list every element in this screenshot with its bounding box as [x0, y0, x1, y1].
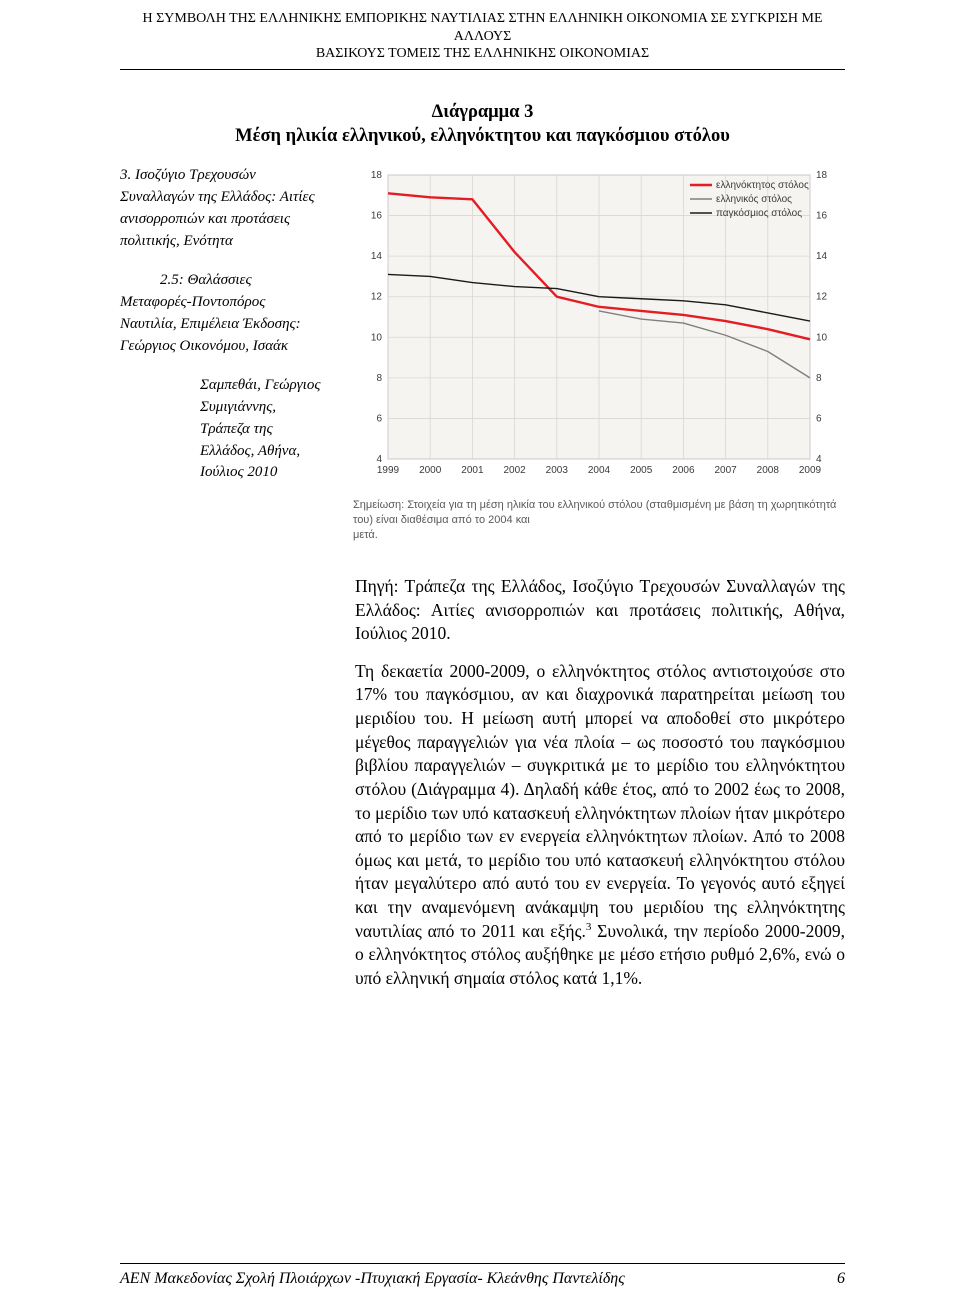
- svg-text:2009: 2009: [799, 465, 822, 476]
- running-header: Η ΣΥΜΒΟΛΗ ΤΗΣ ΕΛΛΗΝΙΚΗΣ ΕΜΠΟΡΙΚΗΣ ΝΑΥΤΙΛ…: [120, 10, 845, 70]
- svg-text:10: 10: [371, 333, 383, 344]
- sidebar-ref-2: 2.5: Θαλάσσιες Μεταφορές-Ποντοπόρος Ναυτ…: [120, 270, 325, 357]
- page-number: 6: [837, 1270, 845, 1288]
- svg-text:6: 6: [816, 414, 822, 425]
- svg-text:4: 4: [816, 454, 822, 465]
- figure-title-line1: Διάγραμμα 3: [432, 102, 534, 122]
- header-line2: ΒΑΣΙΚΟΥΣ ΤΟΜΕΙΣ ΤΗΣ ΕΛΛΗΝΙΚΗΣ ΟΙΚΟΝΟΜΙΑΣ: [316, 46, 649, 61]
- source-paragraph: Πηγή: Τράπεζα της Ελλάδος, Ισοζύγιο Τρεχ…: [355, 575, 845, 646]
- sidebar-references: 3. Ισοζύγιο Τρεχουσών Συναλλαγών της Ελλ…: [120, 165, 325, 502]
- svg-text:6: 6: [376, 414, 382, 425]
- svg-text:8: 8: [816, 373, 822, 384]
- page-footer: ΑΕΝ Μακεδονίας Σχολή Πλοιάρχων -Πτυχιακή…: [120, 1263, 845, 1288]
- svg-text:2002: 2002: [503, 465, 526, 476]
- sidebar-ref-3: Σαμπεθάι, Γεώργιος Συμιγιάννης, Τράπεζα …: [160, 375, 325, 484]
- svg-text:16: 16: [816, 211, 828, 222]
- svg-text:18: 18: [371, 170, 383, 181]
- body-paragraph: Τη δεκαετία 2000-2009, ο ελληνόκτητος στ…: [355, 660, 845, 991]
- sidebar-ref-1: 3. Ισοζύγιο Τρεχουσών Συναλλαγών της Ελλ…: [120, 165, 325, 252]
- chart-footnote-line2: μετά.: [353, 529, 378, 541]
- svg-text:ελληνικός στόλος: ελληνικός στόλος: [716, 193, 792, 205]
- svg-text:14: 14: [816, 252, 828, 263]
- figure-title: Διάγραμμα 3 Μέση ηλικία ελληνικού, ελλην…: [120, 100, 845, 150]
- svg-text:14: 14: [371, 252, 383, 263]
- sidebar-ref-2-rest: Μεταφορές-Ποντοπόρος Ναυτιλία, Επιμέλεια…: [120, 294, 301, 354]
- svg-text:2003: 2003: [546, 465, 569, 476]
- header-line1: Η ΣΥΜΒΟΛΗ ΤΗΣ ΕΛΛΗΝΙΚΗΣ ΕΜΠΟΡΙΚΗΣ ΝΑΥΤΙΛ…: [143, 11, 823, 44]
- svg-text:2000: 2000: [419, 465, 442, 476]
- main-text: Πηγή: Τράπεζα της Ελλάδος, Ισοζύγιο Τρεχ…: [355, 575, 845, 991]
- svg-text:2001: 2001: [461, 465, 484, 476]
- svg-text:8: 8: [376, 373, 382, 384]
- footer-text: ΑΕΝ Μακεδονίας Σχολή Πλοιάρχων -Πτυχιακή…: [120, 1270, 625, 1288]
- svg-text:4: 4: [376, 454, 382, 465]
- svg-text:10: 10: [816, 333, 828, 344]
- svg-text:2005: 2005: [630, 465, 653, 476]
- chart-footnote: Σημείωση: Στοιχεία για τη μέση ηλικία το…: [353, 498, 845, 543]
- fleet-age-chart: 4 4 6 6 8 8 10 10 12 12 14 14 16 16 18 18 1999 2000 2001 20…: [353, 165, 845, 490]
- chart-footnote-line1: Σημείωση: Στοιχεία για τη μέση ηλικία το…: [353, 499, 836, 526]
- svg-text:1999: 1999: [377, 465, 400, 476]
- svg-text:2007: 2007: [714, 465, 737, 476]
- figure-title-line2: Μέση ηλικία ελληνικού, ελληνόκτητου και …: [235, 126, 730, 146]
- svg-text:2004: 2004: [588, 465, 611, 476]
- sidebar-ref-2-first: 2.5: Θαλάσσιες: [160, 270, 325, 292]
- svg-text:12: 12: [371, 292, 383, 303]
- svg-text:2006: 2006: [672, 465, 695, 476]
- svg-text:ελληνόκτητος στόλος: ελληνόκτητος στόλος: [716, 179, 809, 191]
- svg-text:18: 18: [816, 170, 828, 181]
- svg-text:παγκόσμιος στόλος: παγκόσμιος στόλος: [716, 207, 802, 219]
- svg-text:16: 16: [371, 211, 383, 222]
- svg-text:12: 12: [816, 292, 828, 303]
- svg-text:2008: 2008: [757, 465, 780, 476]
